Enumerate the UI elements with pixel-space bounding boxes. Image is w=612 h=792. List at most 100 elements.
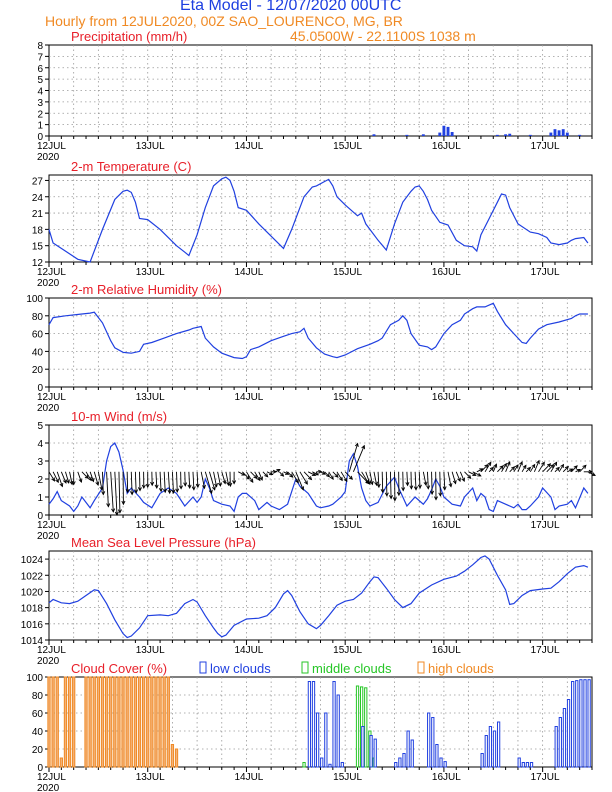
high-cloud-bar xyxy=(63,676,68,768)
precipitation-bar xyxy=(557,130,561,136)
wind-arrow xyxy=(505,461,511,472)
cloud_cover-xtick-label: 12JUL xyxy=(37,772,66,783)
high-cloud-bar xyxy=(109,676,113,768)
wind-arrow xyxy=(377,471,380,488)
high-cloud-bar xyxy=(174,748,179,768)
precipitation-xtick-label: 17JUL xyxy=(531,141,560,152)
wind-arrow-head xyxy=(348,475,353,480)
wind-arrow xyxy=(352,445,365,472)
wind-arrow-head xyxy=(591,472,596,476)
wind-arrow xyxy=(196,471,199,488)
wind-arrow-head xyxy=(531,463,536,469)
low-cloud-bar xyxy=(307,681,312,768)
pressure-frame xyxy=(48,550,593,641)
precipitation-bar xyxy=(553,129,557,136)
wind-arrow xyxy=(56,471,63,487)
wind-arrow-head xyxy=(573,465,578,470)
precipitation-xtick-label: 16JUL xyxy=(432,141,461,152)
wind-arrow xyxy=(373,471,378,486)
wind-arrow xyxy=(307,471,316,476)
wind-arrow xyxy=(262,471,269,478)
wind-xtick-label: 15JUL xyxy=(333,520,362,531)
wind-arrow-head xyxy=(158,488,163,493)
precipitation-xtick-label: 15JUL xyxy=(333,141,362,152)
wind-arrow xyxy=(48,471,55,482)
high-cloud-bar xyxy=(150,676,154,768)
wind-arrow-head xyxy=(264,473,269,478)
precipitation-ytick-label: 5 xyxy=(37,75,43,86)
wind-arrow xyxy=(558,464,564,473)
wind-arrow xyxy=(225,471,230,486)
precipitation-ytick-label: 8 xyxy=(37,41,43,52)
high-cloud-bar xyxy=(158,676,162,768)
wind-arrow xyxy=(468,471,476,476)
precipitation-year-label: 2020 xyxy=(37,152,60,163)
wind-arrow-head xyxy=(452,480,457,485)
low-cloud-bar xyxy=(521,762,525,768)
wind-arrow-head xyxy=(461,477,465,483)
wind-arrow xyxy=(134,471,137,493)
wind-arrow-head xyxy=(582,464,587,469)
wind-arrow xyxy=(427,471,429,489)
wind-arrow-head xyxy=(409,485,414,490)
legend-middle-clouds: middle clouds xyxy=(312,661,392,676)
wind-arrow xyxy=(287,471,293,478)
humidity-xtick-label: 15JUL xyxy=(333,392,362,403)
wind-arrow xyxy=(492,464,497,472)
legend-high-clouds-swatch xyxy=(417,661,425,674)
precipitation-bar xyxy=(442,125,446,136)
precipitation-xtick-label: 13JUL xyxy=(136,141,165,152)
wind-arrow xyxy=(303,471,312,480)
wind-arrow-head xyxy=(276,468,281,473)
wind-arrow-head xyxy=(493,463,498,468)
wind-arrow-head xyxy=(401,487,406,492)
wind-arrow-head xyxy=(569,468,574,473)
wind-arrow-head xyxy=(183,482,188,487)
wind-arrow xyxy=(291,471,299,483)
wind-arrow xyxy=(130,471,133,495)
wind-arrow-head xyxy=(430,490,435,496)
precipitation-bar xyxy=(446,126,450,136)
temperature-ytick-label: 15 xyxy=(32,242,44,253)
precipitation-bar xyxy=(495,134,499,136)
wind-arrow xyxy=(167,471,171,494)
wind-arrow-head xyxy=(519,460,523,466)
wind-arrow xyxy=(418,471,421,488)
wind-arrow xyxy=(97,471,103,490)
chart-title: Eta Model - 12/07/2020 00UTC xyxy=(180,0,402,14)
wind-arrow xyxy=(209,471,216,490)
wind-arrow-head xyxy=(300,486,305,491)
wind-arrow xyxy=(464,471,472,479)
wind-xtick-label: 12JUL xyxy=(37,520,66,531)
wind-arrow xyxy=(381,471,384,493)
wind-arrow-head xyxy=(114,511,119,517)
pressure-series-line xyxy=(48,555,589,639)
low-cloud-bar xyxy=(332,681,336,768)
wind-arrow xyxy=(406,471,409,486)
legend-low-clouds: low clouds xyxy=(210,661,271,676)
wind-ytick-label: 1 xyxy=(37,493,43,504)
humidity-frame xyxy=(48,297,593,388)
humidity-xtick-label: 12JUL xyxy=(37,392,66,403)
wind-arrow xyxy=(106,471,109,507)
low-cloud-bar xyxy=(525,762,530,768)
wind-arrow-head xyxy=(546,463,552,468)
pressure-xtick-label: 16JUL xyxy=(432,645,461,656)
low-cloud-bar xyxy=(558,717,562,768)
wind-arrow-head xyxy=(154,484,159,489)
high-cloud-bar xyxy=(117,676,121,768)
wind-arrow xyxy=(562,466,569,473)
low-cloud-bar xyxy=(340,762,344,768)
wind-arrow-head xyxy=(321,471,327,475)
low-cloud-bar xyxy=(373,738,377,768)
wind-arrow xyxy=(451,471,457,484)
humidity-panel-title: 2-m Relative Humidity (%) xyxy=(71,282,222,297)
low-cloud-bar xyxy=(427,712,431,768)
wind-arrow-head xyxy=(487,461,492,466)
wind-arrow xyxy=(517,461,523,472)
wind-xtick-label: 14JUL xyxy=(234,520,263,531)
high-cloud-bar xyxy=(96,676,100,768)
low-cloud-bar xyxy=(443,761,447,768)
wind-arrow-head xyxy=(361,444,366,450)
wind-arrow-head xyxy=(171,489,176,494)
